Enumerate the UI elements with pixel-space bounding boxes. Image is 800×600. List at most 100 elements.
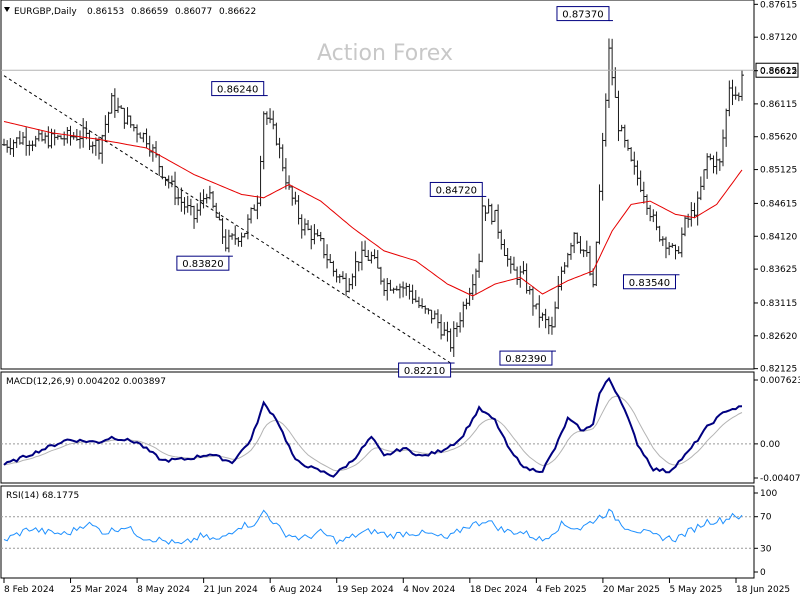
price-header-low: 0.86077	[175, 7, 212, 17]
collapse-triangle-icon[interactable]	[4, 7, 10, 12]
macd-header: MACD(12,26,9) 0.004202 0.003897	[6, 377, 166, 387]
price-bar	[556, 275, 561, 310]
price-bar	[499, 229, 504, 250]
price-bar	[442, 322, 447, 336]
price-bar	[508, 256, 513, 274]
macd-signal-line	[3, 395, 743, 472]
price-bar	[293, 191, 298, 205]
price-bar	[724, 108, 729, 147]
price-y-tick-label: 0.87120	[760, 33, 797, 43]
price-bar	[21, 131, 26, 145]
price-bar	[344, 273, 349, 297]
price-bar	[255, 195, 260, 220]
price-bar	[423, 305, 428, 314]
x-tick-label: 8 May 2024	[137, 585, 190, 595]
price-bar	[404, 282, 409, 296]
macd-y-tick-label: -0.004073	[760, 474, 800, 484]
price-bar	[252, 204, 257, 211]
price-bar	[496, 204, 501, 239]
macd-panel	[0, 371, 755, 484]
price-bar	[204, 193, 209, 204]
rsi-y-tick-label: 70	[760, 513, 772, 523]
price-bar	[33, 135, 38, 147]
price-bar	[350, 273, 355, 290]
price-bar	[309, 225, 314, 250]
price-y-tick-label: 0.83625	[760, 265, 797, 275]
price-annotation-box	[176, 255, 230, 271]
price-bar	[337, 274, 342, 284]
x-tick-label: 21 Jun 2024	[204, 585, 258, 595]
price-bar	[122, 107, 127, 129]
price-bar	[458, 312, 463, 333]
price-bar	[562, 262, 567, 274]
price-bar	[454, 322, 459, 337]
price-bar	[331, 260, 336, 277]
price-bar	[87, 129, 92, 150]
price-bar	[334, 268, 339, 283]
price-annotation: 0.83820	[176, 255, 233, 271]
price-bar	[363, 240, 368, 257]
price-bar	[502, 239, 507, 256]
price-bar	[679, 227, 684, 258]
price-bar	[382, 278, 387, 296]
price-bar	[378, 266, 383, 285]
price-bar	[578, 236, 583, 254]
price-bar	[233, 225, 238, 245]
macd-line	[3, 376, 743, 478]
price-bar	[727, 80, 732, 117]
price-bar	[416, 296, 421, 309]
price-bar	[55, 134, 60, 140]
price-bar	[245, 214, 250, 240]
price-bar	[477, 253, 482, 278]
trendline-layer	[3, 75, 451, 364]
x-tick-label: 20 Mar 2025	[603, 585, 660, 595]
price-bar	[306, 220, 311, 231]
price-bar	[467, 287, 472, 306]
price-bar	[480, 197, 485, 263]
price-bar	[173, 171, 178, 206]
price-bar	[426, 308, 431, 315]
price-bar	[359, 241, 364, 271]
price-bar	[610, 38, 615, 86]
price-bar	[543, 308, 548, 329]
price-bar	[521, 261, 526, 275]
price-bar	[287, 175, 292, 190]
price-bar	[515, 266, 520, 285]
price-bar	[347, 278, 352, 293]
price-panel	[0, 0, 755, 370]
price-bar	[733, 86, 738, 100]
price-bar	[410, 284, 415, 304]
price-bar	[413, 290, 418, 303]
price-annotation-label: 0.84720	[436, 185, 477, 196]
price-bar	[188, 198, 193, 216]
price-bar	[717, 158, 722, 171]
price-bar	[720, 129, 725, 167]
rsi-y-tick-label: 0	[760, 568, 766, 578]
price-bar	[258, 155, 263, 207]
price-bar	[537, 295, 542, 328]
price-bar	[214, 202, 219, 218]
price-bar	[116, 97, 121, 113]
x-tick-label: 6 Aug 2024	[270, 585, 322, 595]
price-y-tick-label: 0.86615	[760, 67, 797, 77]
price-bar	[290, 185, 295, 206]
price-bar	[375, 250, 380, 269]
price-bar	[166, 175, 171, 189]
price-bar	[268, 108, 273, 124]
price-bar	[648, 205, 653, 222]
price-bar	[432, 310, 437, 320]
price-bar	[271, 110, 276, 130]
price-bar	[356, 261, 361, 272]
price-bar	[84, 121, 89, 140]
price-bar	[5, 140, 10, 153]
price-bar	[325, 244, 330, 269]
price-y-tick-label: 0.85125	[760, 166, 797, 176]
current-price-layer: 0.86622	[1, 62, 799, 78]
price-bar	[606, 38, 611, 109]
price-annotation-label: 0.83540	[629, 278, 670, 289]
price-bar	[559, 266, 564, 291]
price-bar	[511, 256, 516, 271]
price-bar	[328, 254, 333, 264]
price-bar	[138, 132, 143, 139]
price-bar	[635, 160, 640, 186]
